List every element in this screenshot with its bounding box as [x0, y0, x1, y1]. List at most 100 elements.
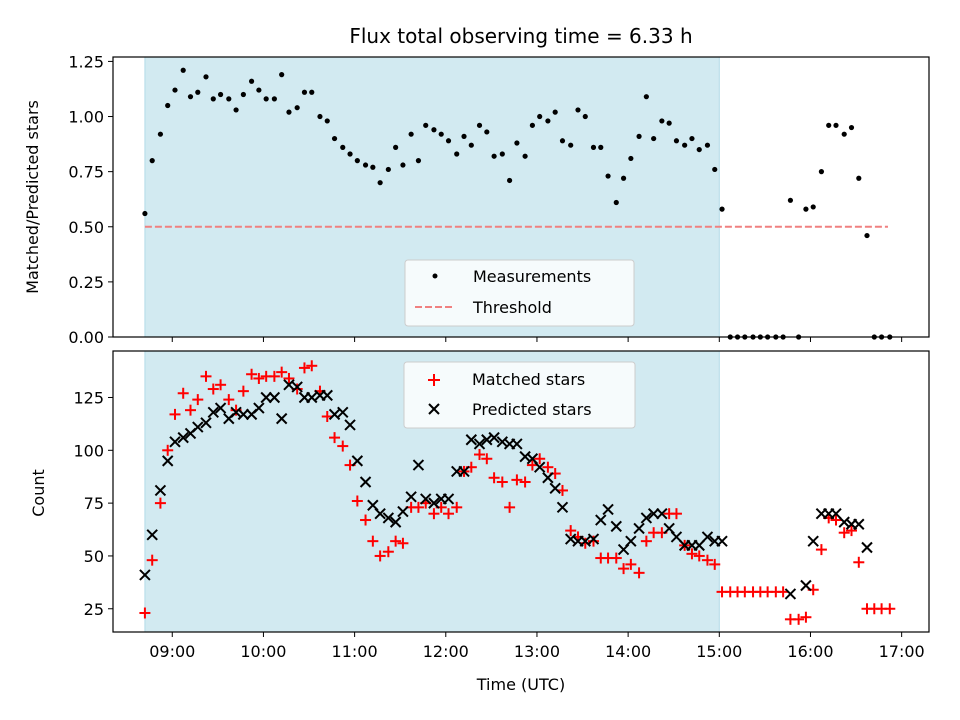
measurement-point — [651, 135, 657, 142]
predicted-point-b — [230, 406, 242, 418]
predicted-point-b — [800, 579, 812, 592]
predicted-point — [853, 518, 865, 530]
predicted-point-b — [549, 482, 561, 495]
measurement-point — [331, 135, 338, 142]
predicted-point-b — [701, 531, 714, 543]
legend-threshold-label: Threshold — [472, 298, 552, 317]
matched-point — [701, 554, 713, 566]
predicted-point-b — [784, 588, 797, 600]
predicted-point-b — [830, 507, 842, 520]
measurement-point — [415, 158, 422, 164]
predicted-point — [169, 436, 181, 448]
predicted-point-b — [328, 408, 341, 421]
matched-point — [146, 554, 158, 566]
count-axes-frame — [112, 350, 930, 633]
measurement-point — [400, 162, 406, 168]
matched-point — [884, 603, 896, 615]
matched-point — [154, 497, 166, 509]
matched-point — [169, 408, 181, 420]
predicted-point — [549, 482, 561, 495]
matched-point — [693, 550, 705, 562]
measurement-point — [317, 113, 323, 120]
predicted-point-b — [374, 507, 386, 520]
predicted-point — [405, 491, 417, 503]
predicted-point — [610, 520, 622, 533]
measurement-point — [537, 113, 543, 120]
matched-point — [565, 525, 577, 537]
y-tick-label: 0.25 — [68, 273, 104, 292]
measurement-point — [362, 162, 369, 168]
predicted-point-b — [663, 522, 675, 535]
predicted-point-b — [260, 391, 272, 404]
predicted-point-b — [291, 381, 303, 393]
predicted-point-b — [397, 505, 409, 518]
predicted-point — [716, 535, 728, 547]
measurement-point — [613, 199, 619, 206]
matched-point — [838, 527, 850, 539]
predicted-point — [556, 501, 569, 514]
predicted-point-b — [656, 507, 668, 520]
matched-point — [556, 484, 568, 496]
measurement-point — [195, 89, 201, 95]
measurement-point — [529, 122, 535, 128]
predicted-point — [647, 507, 660, 520]
y-tick-label: 1.25 — [68, 52, 104, 71]
matched-point — [519, 476, 531, 488]
matched-point — [511, 474, 523, 486]
predicted-point — [230, 406, 242, 418]
predicted-point-b — [283, 379, 295, 391]
predicted-point-b — [442, 493, 455, 505]
predicted-point-b — [526, 453, 539, 465]
predicted-point — [344, 419, 356, 431]
matched-point — [670, 508, 682, 520]
matched-point — [397, 537, 409, 549]
predicted-point — [268, 391, 281, 404]
predicted-point-b — [633, 522, 645, 535]
predicted-point — [496, 436, 509, 448]
measurement-point — [271, 96, 277, 102]
measurement-point — [545, 118, 551, 124]
measurement-point — [256, 87, 262, 93]
measurement-point — [598, 144, 604, 150]
predicted-point-b — [602, 503, 614, 516]
predicted-point-b — [359, 476, 372, 488]
predicted-point — [214, 402, 227, 414]
predicted-point-b — [496, 436, 509, 448]
count-predicted-points — [139, 379, 873, 600]
predicted-point-b — [564, 533, 577, 545]
matched-point — [298, 362, 310, 374]
matched-point — [412, 501, 424, 513]
chart-title: Flux total observing time = 6.33 h — [349, 24, 692, 48]
matched-point — [382, 546, 394, 558]
predicted-point-b — [405, 491, 417, 503]
predicted-point-b — [625, 535, 637, 547]
measurement-point — [157, 131, 164, 137]
predicted-point — [253, 402, 265, 414]
matched-point — [474, 449, 486, 461]
matched-point — [207, 383, 219, 395]
predicted-point-b — [542, 472, 554, 484]
measurement-point — [286, 109, 292, 115]
predicted-point — [177, 431, 189, 444]
matched-point — [428, 508, 440, 520]
predicted-point — [488, 431, 500, 444]
measurement-point — [696, 146, 702, 153]
predicted-point-b — [807, 535, 819, 547]
predicted-point — [564, 533, 577, 545]
legend-matched-label: Matched stars — [472, 370, 585, 389]
measurement-point — [370, 164, 376, 170]
predicted-point-b — [511, 438, 523, 450]
y-tick-label: 25 — [84, 600, 104, 619]
measurement-point — [552, 109, 558, 115]
predicted-point — [397, 505, 409, 518]
matched-point — [283, 372, 295, 384]
measurement-point — [393, 144, 399, 150]
predicted-point-b — [458, 465, 470, 478]
measurement-point — [165, 102, 171, 109]
predicted-point — [306, 391, 318, 404]
measurement-point — [491, 153, 497, 159]
legend-predicted-marker — [428, 403, 440, 415]
measurement-point — [240, 91, 246, 98]
matched-point — [534, 453, 546, 465]
